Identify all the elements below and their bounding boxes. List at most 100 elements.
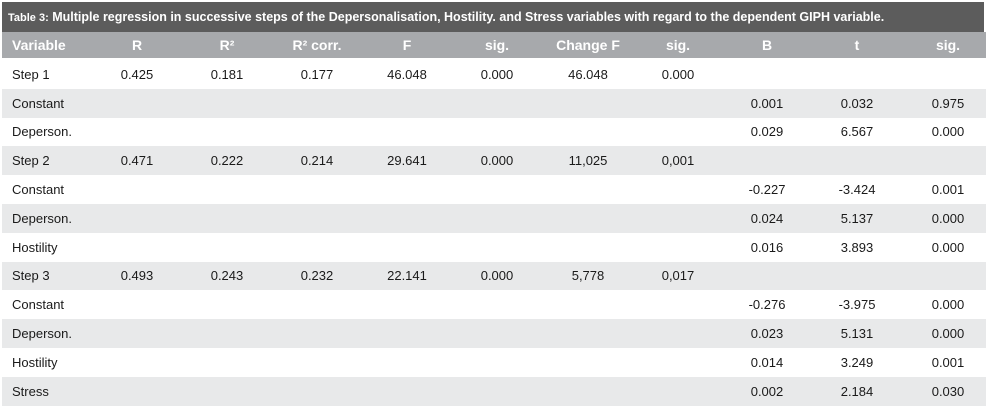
row-label-cell: Step 3 <box>2 261 92 291</box>
table-cell <box>92 203 182 233</box>
table-cell: 0.001 <box>722 88 812 118</box>
table-cell <box>272 319 362 348</box>
table-caption-text: Multiple regression in successive steps … <box>52 10 885 24</box>
table-cell <box>272 376 362 406</box>
table-cell: 22.141 <box>362 261 452 291</box>
col-header-variable: Variable <box>2 32 92 60</box>
col-header-sig-t: sig. <box>902 32 986 60</box>
table-cell: 0.000 <box>902 290 986 320</box>
table-cell <box>362 290 452 320</box>
table-cell <box>272 117 362 147</box>
col-header-r-squared: R² <box>182 32 272 60</box>
col-header-change-f: Change F <box>542 32 634 60</box>
table-cell <box>634 88 722 118</box>
table-cell <box>542 376 634 406</box>
table-cell <box>634 347 722 377</box>
table-cell <box>812 261 902 291</box>
col-header-r-squared-corr: R² corr. <box>272 32 362 60</box>
row-label-cell: Step 2 <box>2 146 92 176</box>
table-cell <box>182 175 272 204</box>
table-cell <box>182 376 272 406</box>
table-cell: 0,001 <box>634 146 722 176</box>
table-cell <box>272 232 362 262</box>
table-cell: 0.002 <box>722 376 812 406</box>
table-cell: 0.000 <box>902 232 986 262</box>
table-cell <box>542 203 634 233</box>
table-cell: -3.975 <box>812 290 902 320</box>
table-cell <box>452 290 542 320</box>
row-label-cell: Constant <box>2 88 92 118</box>
table-cell <box>722 146 812 176</box>
table-cell <box>452 319 542 348</box>
table-cell <box>92 117 182 147</box>
table-cell <box>542 290 634 320</box>
table-row: Step 1 0.425 0.181 0.177 46.048 0.000 46.048 0.… <box>2 59 986 89</box>
table-cell: -0.276 <box>722 290 812 320</box>
table-cell <box>634 376 722 406</box>
table-cell: 46.048 <box>362 59 452 89</box>
row-label-cell: Step 1 <box>2 59 92 89</box>
table-cell <box>92 88 182 118</box>
table-cell: 0.000 <box>452 146 542 176</box>
table-cell <box>634 290 722 320</box>
table-cell <box>92 232 182 262</box>
table-cell: 3.249 <box>812 347 902 377</box>
table-cell: 0.214 <box>272 146 362 176</box>
table-row: Step 2 0.471 0.222 0.214 29.641 0.000 11,025 0,… <box>2 146 986 176</box>
table-cell <box>452 203 542 233</box>
col-header-t: t <box>812 32 902 60</box>
table-cell: 0.024 <box>722 203 812 233</box>
table-cell: 5.131 <box>812 319 902 348</box>
table-cell: 0.471 <box>92 146 182 176</box>
table-cell: 11,025 <box>542 146 634 176</box>
table-cell <box>182 232 272 262</box>
col-header-b: B <box>722 32 812 60</box>
table-cell: 0.243 <box>182 261 272 291</box>
table-row: Deperson. 0.023 5.131 0.000 <box>2 319 986 348</box>
table-cell <box>634 203 722 233</box>
table-cell <box>634 175 722 204</box>
table-cell <box>542 347 634 377</box>
table-cell <box>452 175 542 204</box>
table-row: Stress 0.002 2.184 0.030 <box>2 376 986 406</box>
table-cell <box>92 175 182 204</box>
table-cell <box>272 290 362 320</box>
table-cell: 6.567 <box>812 117 902 147</box>
table-cell: -3.424 <box>812 175 902 204</box>
table-cell: 0.177 <box>272 59 362 89</box>
table-row: Step 3 0.493 0.243 0.232 22.141 0.000 5,778 0,0… <box>2 261 986 291</box>
table-cell <box>362 88 452 118</box>
table-cell: 0.000 <box>452 261 542 291</box>
table-cell <box>92 290 182 320</box>
table-cell <box>542 175 634 204</box>
col-header-sig-change: sig. <box>634 32 722 60</box>
table-cell <box>542 319 634 348</box>
table-cell: 0.975 <box>902 88 986 118</box>
row-label-cell: Hostility <box>2 232 92 262</box>
table-cell <box>542 88 634 118</box>
table-cell <box>452 232 542 262</box>
table-cell <box>92 319 182 348</box>
table-cell: 0.425 <box>92 59 182 89</box>
table-cell <box>722 59 812 89</box>
table-cell <box>362 376 452 406</box>
table-cell <box>542 117 634 147</box>
row-label-cell: Hostility <box>2 347 92 377</box>
col-header-sig-f: sig. <box>452 32 542 60</box>
col-header-r: R <box>92 32 182 60</box>
table-cell: 0.016 <box>722 232 812 262</box>
table-row: Deperson. 0.029 6.567 0.000 <box>2 117 986 147</box>
table-cell <box>362 203 452 233</box>
table-cell <box>182 290 272 320</box>
table-cell <box>812 146 902 176</box>
table-cell: 0.000 <box>452 59 542 89</box>
table-cell: 5.137 <box>812 203 902 233</box>
table-cell <box>92 376 182 406</box>
table-cell <box>182 117 272 147</box>
table-cell <box>634 319 722 348</box>
table-cell: 0.001 <box>902 175 986 204</box>
table-cell: 0.000 <box>902 319 986 348</box>
table-cell: 0.000 <box>902 117 986 147</box>
table-cell <box>182 88 272 118</box>
